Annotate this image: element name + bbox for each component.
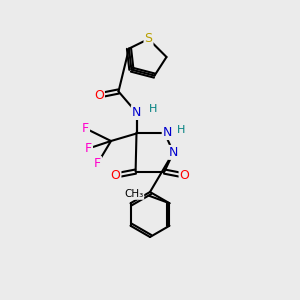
Text: O: O [180,169,189,182]
Text: F: F [82,122,89,135]
Text: CH₃: CH₃ [124,189,144,199]
Text: H: H [149,104,157,115]
Text: O: O [111,169,120,182]
Text: N: N [169,146,178,159]
Text: N: N [132,106,141,119]
Text: F: F [85,142,92,155]
Text: F: F [94,157,101,170]
Text: N: N [163,126,172,139]
Text: H: H [177,124,185,135]
Text: O: O [94,89,104,102]
Text: S: S [145,32,152,46]
